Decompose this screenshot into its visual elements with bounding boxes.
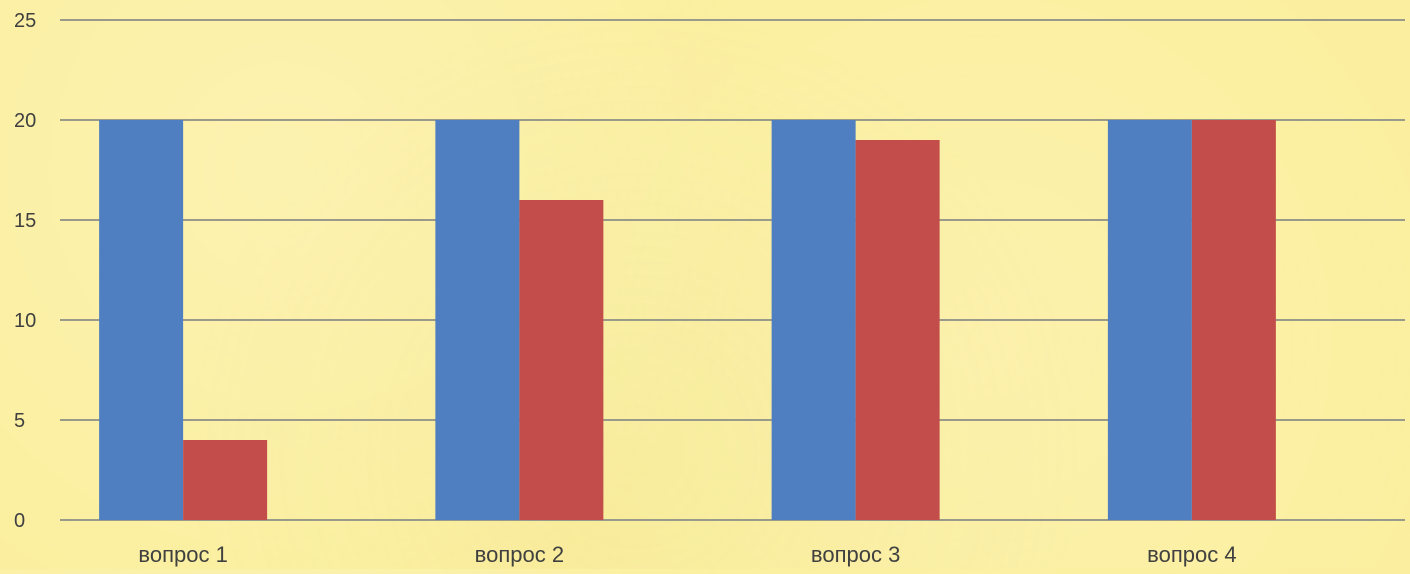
x-tick-label: вопрос 2 (475, 542, 564, 567)
y-tick-label: 0 (14, 510, 25, 532)
bar (771, 120, 856, 520)
x-tick-label: вопрос 4 (1147, 542, 1236, 567)
bar (1107, 120, 1192, 520)
x-tick-label: вопрос 1 (138, 542, 227, 567)
x-tick-label: вопрос 3 (811, 542, 900, 567)
bar (855, 140, 940, 520)
y-tick-label: 20 (14, 110, 36, 132)
y-tick-label: 15 (14, 210, 36, 232)
y-tick-label: 25 (14, 10, 36, 32)
bar (435, 120, 520, 520)
bar (183, 440, 268, 520)
y-tick-label: 5 (14, 410, 25, 432)
bar (1191, 120, 1276, 520)
bar (519, 200, 604, 520)
y-tick-label: 10 (14, 310, 36, 332)
bar (99, 120, 184, 520)
